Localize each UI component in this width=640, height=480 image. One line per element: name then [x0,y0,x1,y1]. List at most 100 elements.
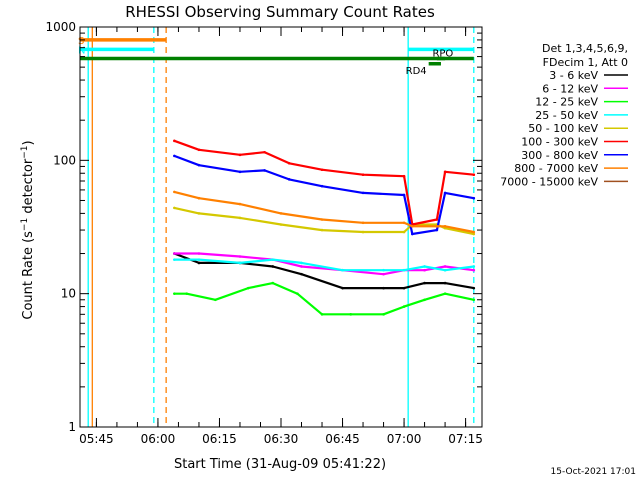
data-point-2-0 [173,292,176,295]
data-point-3-4 [300,261,303,265]
legend-header-line-2: FDecim 1, Att 0 [543,56,628,69]
y-axis-label-end: ) [21,140,36,145]
y-axis-label: Count Rate (s−1 detector−1) [20,140,36,319]
data-point-5-1 [197,148,201,152]
data-point-2-12 [472,298,476,302]
y-tick-label-1: 10 [61,287,76,301]
series-line-7 [174,190,475,234]
data-point-2-3 [246,286,250,290]
data-point-1-9 [443,265,447,268]
data-point-0-10 [472,286,476,290]
x-tick-label-5: 07:00 [387,432,422,446]
data-point-4-4 [320,228,324,232]
data-point-1-4 [300,265,303,268]
x-tick-label-2: 06:15 [202,432,237,446]
series-line-0 [173,252,474,290]
data-point-2-11 [443,292,447,295]
data-point-6-7 [402,193,406,197]
data-point-2-4 [271,281,275,285]
y-axis-label-main: Count Rate (s [21,231,36,320]
status-bar-label-0: S [78,36,84,47]
data-point-7-2 [238,202,242,206]
data-point-4-5 [361,230,365,234]
data-point-3-6 [382,268,385,272]
data-point-1-10 [472,268,476,272]
y-tick-label-3: 1000 [45,20,76,34]
data-point-2-5 [296,292,299,295]
data-point-7-10 [472,230,476,234]
series-line-2 [174,282,475,316]
y-axis-label-mid: detector [21,158,36,218]
status-bar-label-1: N [78,45,85,56]
series-line-6 [173,154,474,236]
data-point-1-0 [173,252,176,255]
legend-entry-label-1: 6 - 12 keV [542,82,598,95]
legend: Det 1,3,4,5,6,9, FDecim 1, Att 0 3 - 6 k… [500,42,628,188]
data-point-0-6 [382,286,385,290]
data-point-5-7 [402,174,406,178]
data-point-0-1 [197,261,201,265]
data-point-7-6 [402,221,406,225]
data-point-3-1 [197,258,201,261]
data-point-0-5 [341,286,344,290]
data-point-2-1 [185,292,188,295]
data-point-7-0 [173,190,176,194]
data-point-7-1 [197,196,201,200]
y-axis-label-sup: −1 [20,218,30,231]
footer-timestamp: 15-Oct-2021 17:01 [551,467,636,477]
y-axis-label-sup2: −1 [20,145,30,158]
data-point-2-10 [423,298,426,302]
data-point-4-2 [238,216,242,220]
data-point-5-6 [361,173,365,177]
svg-text:Count Rate (s−1 detector−1): Count Rate (s−1 detector−1) [20,140,36,319]
data-point-3-2 [238,261,242,265]
legend-entry-label-3: 25 - 50 keV [535,109,598,122]
data-point-1-2 [238,255,242,258]
data-point-6-3 [263,169,266,172]
data-point-5-11 [472,173,476,177]
data-point-3-3 [271,258,275,261]
data-point-0-3 [271,265,275,268]
data-point-5-2 [238,153,242,157]
data-point-2-6 [320,313,324,316]
data-point-5-9 [435,218,439,221]
x-axis-label: Start Time (31-Aug-09 05:41:22) [174,457,386,472]
data-point-3-9 [443,268,447,272]
data-point-3-10 [472,265,476,268]
legend-entry-label-8: 7000 - 15000 keV [500,175,598,188]
data-point-1-8 [423,268,426,272]
data-point-6-2 [238,170,242,174]
x-tick-label-6: 07:15 [448,432,483,446]
y-tick-label-2: 100 [53,153,76,167]
data-point-1-1 [197,252,201,255]
data-point-0-7 [402,286,406,290]
data-point-2-7 [349,313,353,316]
data-point-6-10 [443,191,447,195]
data-point-3-0 [173,258,176,261]
data-point-6-4 [287,178,291,181]
data-point-2-9 [402,305,406,308]
data-point-0-9 [443,281,447,285]
data-point-0-8 [423,281,426,285]
data-point-7-8 [435,225,439,228]
data-point-5-10 [443,170,447,174]
legend-entry-label-5: 100 - 300 keV [521,136,598,149]
data-point-6-9 [435,228,439,232]
data-point-4-3 [279,223,283,226]
data-point-7-7 [410,225,414,228]
status-bar-label-5: RPO [432,49,453,60]
legend-entry-label-2: 12 - 25 keV [535,96,598,109]
data-point-5-4 [287,162,291,165]
data-point-7-5 [361,221,365,225]
plot-layer: SN RD4 RPO [78,27,476,427]
x-tick-label-3: 06:30 [264,432,299,446]
data-point-5-3 [263,150,266,154]
data-point-0-4 [300,272,303,276]
y-tick-label-0: 1 [68,420,76,434]
data-point-6-8 [410,232,414,236]
data-point-3-8 [423,265,426,268]
chart-title: RHESSI Observing Summary Count Rates [125,3,435,21]
data-point-4-1 [197,212,201,215]
axis-layer: 1 10 100 1000 05:45 06:00 06:15 06:30 06:45 07:00… [45,20,482,446]
